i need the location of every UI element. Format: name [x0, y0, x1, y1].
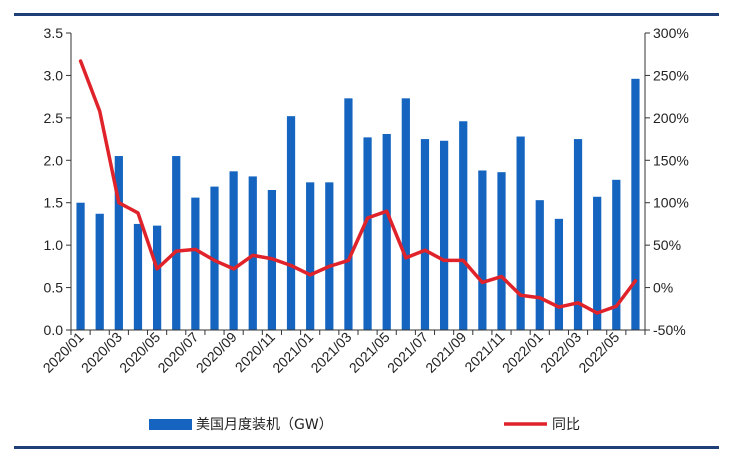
x-tick-label: 2022/01 — [499, 329, 546, 376]
x-tick-label: 2021/07 — [384, 329, 431, 376]
bar — [439, 140, 449, 330]
bar — [573, 139, 583, 330]
x-tick-label: 2021/03 — [307, 329, 354, 376]
legend-bar-label: 美国月度装机（GW） — [196, 417, 333, 433]
top-rule — [14, 13, 719, 16]
bar — [114, 156, 123, 330]
bar — [133, 223, 143, 330]
x-tick-label: 2021/01 — [269, 329, 316, 376]
bar — [382, 133, 391, 330]
right-tick-label: 0% — [653, 280, 673, 296]
bar — [306, 182, 315, 330]
bar — [516, 136, 525, 330]
bar — [554, 218, 564, 330]
right-tick-label: 300% — [653, 25, 689, 41]
right-tick-label: 150% — [653, 152, 689, 168]
x-tick-label: 2021/05 — [346, 329, 393, 376]
right-tick-label: 100% — [653, 195, 689, 211]
bar — [152, 225, 162, 330]
bar — [612, 179, 621, 330]
left-tick-label: 1.5 — [44, 195, 64, 211]
bottom-rule — [14, 446, 719, 449]
bar — [76, 202, 85, 330]
bar — [229, 171, 238, 330]
bar — [401, 98, 410, 330]
right-tick-label: 250% — [653, 67, 689, 83]
bar — [593, 196, 602, 330]
x-tick-label: 2020/09 — [193, 329, 240, 376]
legend: 美国月度装机（GW） 同比 — [149, 417, 580, 433]
left-tick-label: 0.0 — [44, 322, 64, 338]
left-tick-label: 1.0 — [44, 237, 64, 253]
bar — [210, 186, 219, 330]
left-tick-label: 0.5 — [44, 280, 64, 296]
legend-line-label: 同比 — [552, 417, 580, 433]
yoy-line — [78, 59, 638, 315]
bar — [420, 139, 430, 330]
right-tick-label: -50% — [653, 322, 686, 338]
x-tick-label: 2022/03 — [537, 329, 584, 376]
bar — [286, 116, 296, 330]
x-tick-label: 2020/11 — [232, 329, 279, 376]
x-tick-label: 2020/05 — [116, 329, 163, 376]
legend-bar-swatch — [149, 419, 192, 430]
bar — [363, 137, 372, 330]
bar — [631, 78, 640, 330]
bar — [478, 170, 487, 330]
bar — [459, 121, 468, 330]
x-tick-label: 2021/11 — [461, 329, 508, 376]
right-tick-label: 200% — [653, 110, 689, 126]
bar — [95, 213, 104, 330]
line-series — [78, 59, 638, 315]
x-tick-label: 2021/09 — [422, 329, 469, 376]
left-tick-label: 3.0 — [44, 67, 64, 83]
bar — [325, 182, 334, 330]
bar — [535, 200, 544, 330]
bar — [172, 156, 181, 330]
bar — [191, 197, 200, 330]
bar — [248, 176, 257, 330]
right-tick-label: 50% — [653, 237, 681, 253]
left-tick-label: 2.5 — [44, 110, 64, 126]
bar — [344, 98, 353, 330]
x-tick-label: 2020/03 — [78, 329, 125, 376]
x-tick-label: 2022/05 — [575, 329, 622, 376]
bar — [497, 172, 506, 330]
left-tick-label: 2.0 — [44, 152, 64, 168]
bar-series — [76, 78, 640, 330]
x-tick-label: 2020/07 — [154, 329, 201, 376]
left-tick-label: 3.5 — [44, 25, 64, 41]
